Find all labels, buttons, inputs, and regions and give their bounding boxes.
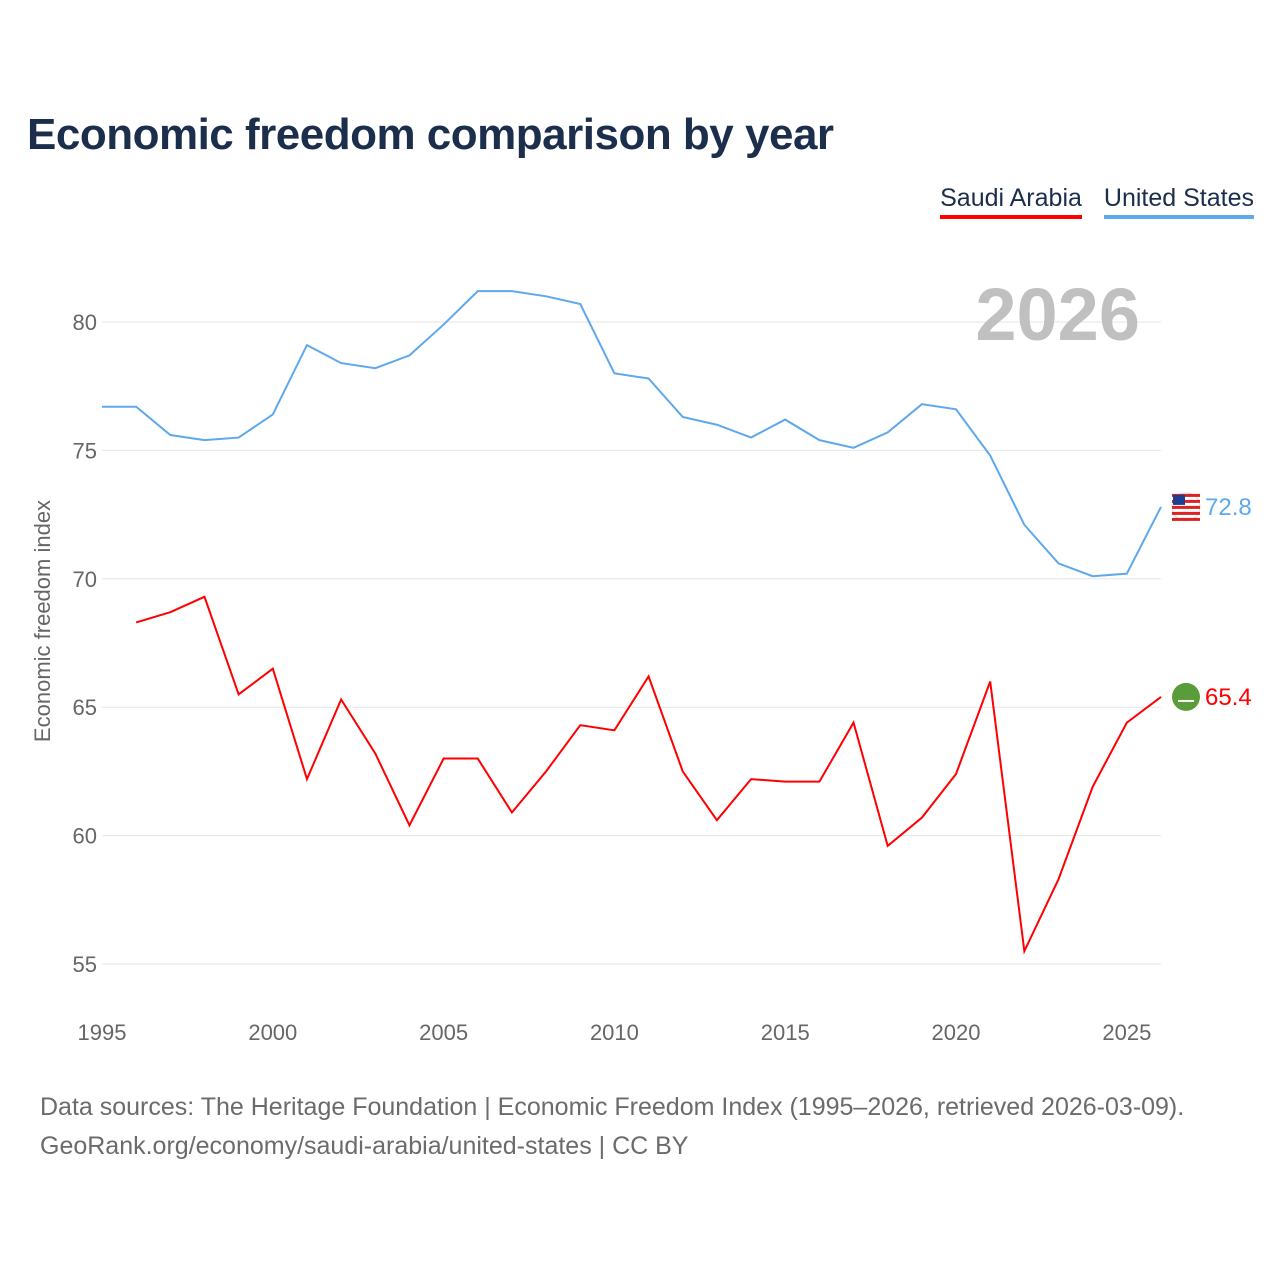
x-tick-label: 1995: [78, 1020, 127, 1045]
x-tick-label: 2015: [761, 1020, 810, 1045]
series-line-united-states: [102, 290, 1162, 578]
y-tick-label: 70: [73, 567, 97, 592]
y-tick-label: 55: [73, 952, 97, 977]
series-line-saudi-arabia: [135, 595, 1162, 955]
flag-stripe: [1172, 493, 1200, 497]
flag-stripe: [1172, 505, 1200, 509]
x-tick-label: 2025: [1102, 1020, 1151, 1045]
flag-icon-saudi-arabia: [1172, 682, 1200, 711]
y-tick-label: 65: [73, 695, 97, 720]
source-line-2[interactable]: GeoRank.org/economy/saudi-arabia/united-…: [40, 1132, 689, 1160]
flag-sword: [1178, 699, 1194, 702]
legend: Saudi Arabia United States: [940, 184, 1254, 219]
x-tick-label: 2020: [932, 1020, 981, 1045]
year-watermark: 2026: [975, 273, 1140, 356]
flag-stripe: [1172, 511, 1200, 515]
x-tick-label: 2000: [248, 1020, 297, 1045]
chart-title: Economic freedom comparison by year: [27, 110, 834, 159]
y-tick-label: 75: [73, 438, 97, 463]
flag-stripe: [1172, 499, 1200, 503]
y-tick-label: 80: [73, 310, 97, 335]
x-tick-label: 2005: [419, 1020, 468, 1045]
source-line-1: Data sources: The Heritage Foundation | …: [40, 1093, 1185, 1121]
legend-saudi-arabia[interactable]: Saudi Arabia: [940, 184, 1082, 219]
y-axis-label: Economic freedom index: [30, 500, 55, 742]
flag-canton: [1173, 494, 1185, 505]
legend-united-states[interactable]: United States: [1103, 184, 1254, 219]
flag-circle: [1172, 682, 1200, 711]
flag-icon-united-states: [1171, 492, 1201, 522]
end-label-saudi-arabia: 65.4: [1205, 684, 1252, 711]
y-tick-label: 60: [73, 824, 97, 849]
x-tick-label: 2010: [590, 1020, 639, 1045]
flag-stripe: [1172, 517, 1200, 521]
end-label-united-states: 72.8: [1205, 494, 1252, 521]
